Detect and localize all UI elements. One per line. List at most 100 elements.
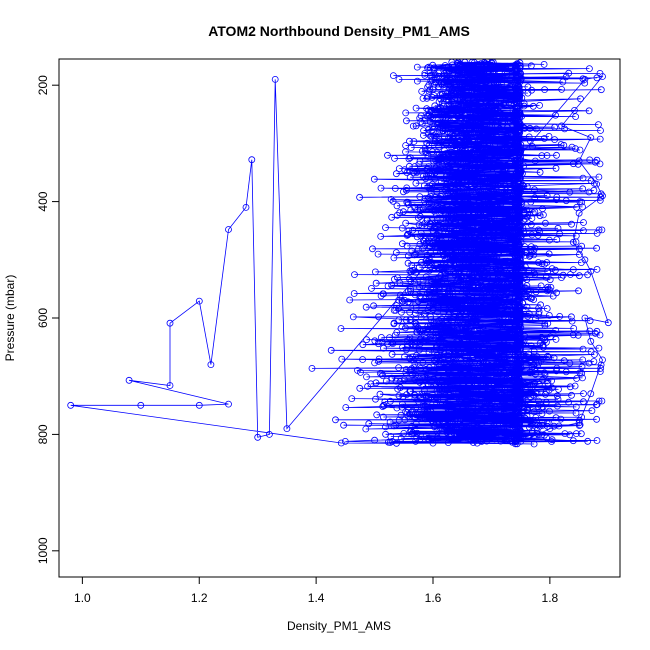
- data-point: [576, 146, 584, 154]
- data-point: [492, 364, 500, 372]
- data-point: [576, 416, 583, 424]
- data-point: [398, 400, 406, 408]
- data-point: [363, 373, 370, 381]
- data-point: [444, 96, 452, 104]
- data-point: [388, 281, 396, 289]
- y-tick-label: 800: [36, 424, 50, 444]
- data-point: [580, 219, 587, 226]
- data-point: [452, 213, 460, 221]
- data-point: [417, 364, 425, 372]
- data-point: [67, 401, 75, 409]
- data-point: [465, 341, 473, 349]
- data-point: [479, 66, 487, 74]
- data-point: [479, 332, 487, 340]
- data-point: [362, 425, 370, 433]
- data-point: [420, 127, 428, 135]
- data-point: [439, 113, 447, 121]
- data-point: [515, 240, 523, 248]
- data-point: [435, 120, 443, 127]
- data-point: [597, 127, 604, 134]
- data-point: [576, 272, 583, 280]
- data-point: [529, 102, 537, 110]
- data-point: [391, 184, 399, 192]
- data-point: [356, 193, 364, 201]
- data-point: [585, 188, 593, 196]
- data-point: [416, 436, 424, 444]
- data-point: [580, 398, 587, 406]
- x-tick-label: 1.0: [74, 591, 91, 605]
- data-point: [406, 137, 413, 145]
- data-point: [476, 93, 484, 101]
- data-point: [254, 433, 262, 441]
- data-point: [500, 287, 508, 295]
- data-point: [484, 410, 492, 418]
- data-point: [379, 290, 387, 298]
- data-point: [443, 255, 451, 263]
- data-point: [449, 377, 456, 385]
- data-point: [377, 232, 385, 240]
- data-point: [492, 180, 500, 188]
- data-point: [504, 235, 512, 243]
- data-point: [484, 219, 492, 227]
- data-point: [500, 368, 507, 376]
- data-point: [454, 420, 462, 428]
- data-point: [476, 191, 484, 199]
- data-point: [478, 93, 486, 101]
- data-point: [488, 350, 496, 358]
- data-point: [407, 206, 415, 214]
- data-point: [473, 292, 481, 300]
- data-point: [569, 238, 577, 246]
- data-point: [591, 329, 599, 337]
- data-point: [396, 279, 404, 287]
- data-point: [535, 380, 543, 388]
- data-point: [573, 375, 580, 382]
- data-point: [546, 425, 554, 433]
- data-point: [471, 393, 479, 401]
- data-point: [468, 224, 476, 232]
- data-point: [579, 185, 587, 193]
- data-point: [416, 114, 424, 122]
- data-point: [137, 401, 145, 409]
- data-point: [527, 221, 535, 229]
- data-point: [468, 295, 476, 303]
- data-point: [225, 400, 232, 408]
- data-point: [542, 219, 549, 227]
- data-point: [581, 79, 589, 87]
- data-point: [426, 242, 434, 250]
- data-point: [560, 357, 568, 365]
- data-point: [505, 276, 513, 284]
- data-point: [395, 165, 403, 173]
- data-point: [435, 265, 443, 273]
- data-point: [450, 393, 458, 401]
- data-point: [517, 263, 525, 271]
- data-point: [425, 348, 433, 356]
- data-point: [496, 313, 503, 320]
- data-point: [471, 234, 478, 242]
- data-point: [544, 422, 551, 430]
- data-point: [543, 419, 551, 427]
- data-point: [436, 163, 444, 171]
- data-point: [489, 70, 497, 77]
- data-point: [489, 334, 497, 342]
- data-point: [542, 390, 549, 398]
- data-point: [593, 415, 600, 423]
- data-point: [496, 92, 504, 99]
- data-point: [556, 230, 563, 238]
- data-point: [412, 179, 420, 187]
- data-point: [465, 291, 472, 299]
- data-point: [449, 89, 457, 97]
- data-point: [483, 254, 491, 262]
- data-point: [494, 158, 502, 166]
- data-point: [462, 280, 470, 288]
- data-point: [415, 160, 423, 168]
- data-point: [526, 252, 533, 260]
- data-point: [518, 75, 525, 82]
- data-point: [271, 76, 279, 83]
- data-point: [405, 227, 413, 235]
- data-point: [416, 327, 424, 335]
- data-point: [477, 140, 485, 148]
- data-point: [406, 173, 414, 181]
- data-point: [454, 101, 462, 108]
- data-point: [451, 417, 459, 425]
- data-point: [483, 146, 490, 154]
